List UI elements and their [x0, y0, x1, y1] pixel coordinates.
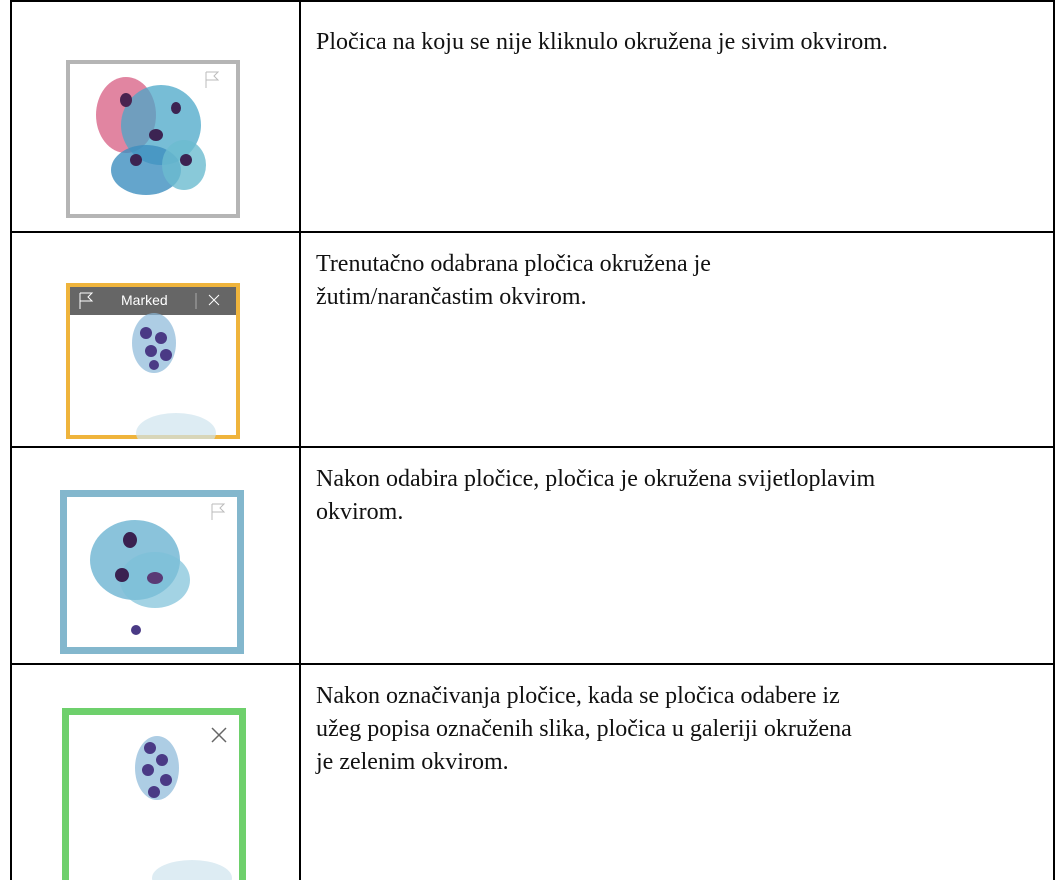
tile-label: Marked: [121, 292, 168, 308]
cell-text: Nakon odabira pločice, pločica je okruže…: [316, 466, 876, 492]
tile-image: [60, 490, 244, 654]
table-border: [10, 446, 1055, 448]
tile-image: [62, 708, 246, 880]
table-border: [1053, 0, 1055, 880]
cell-text: Pločica na koju se nije kliknulo okružen…: [316, 29, 888, 55]
table-border: [299, 0, 301, 880]
table-border: [10, 663, 1055, 665]
cell-text: Nakon označivanja pločice, kada se ploči…: [316, 683, 840, 709]
table-border: [10, 231, 1055, 233]
table-border: [10, 0, 12, 880]
cell-text: je zelenim okvirom.: [316, 749, 509, 775]
tile-image: [66, 60, 240, 218]
cell-text: Trenutačno odabrana pločica okružena je: [316, 251, 711, 277]
cell-text: žutim/narančastim okvirom.: [316, 284, 587, 310]
tile-image: Marked: [66, 283, 240, 439]
cell-text: užeg popisa označenih slika, pločica u g…: [316, 716, 852, 742]
cell-text: okvirom.: [316, 499, 404, 525]
table-border: [10, 0, 1055, 2]
